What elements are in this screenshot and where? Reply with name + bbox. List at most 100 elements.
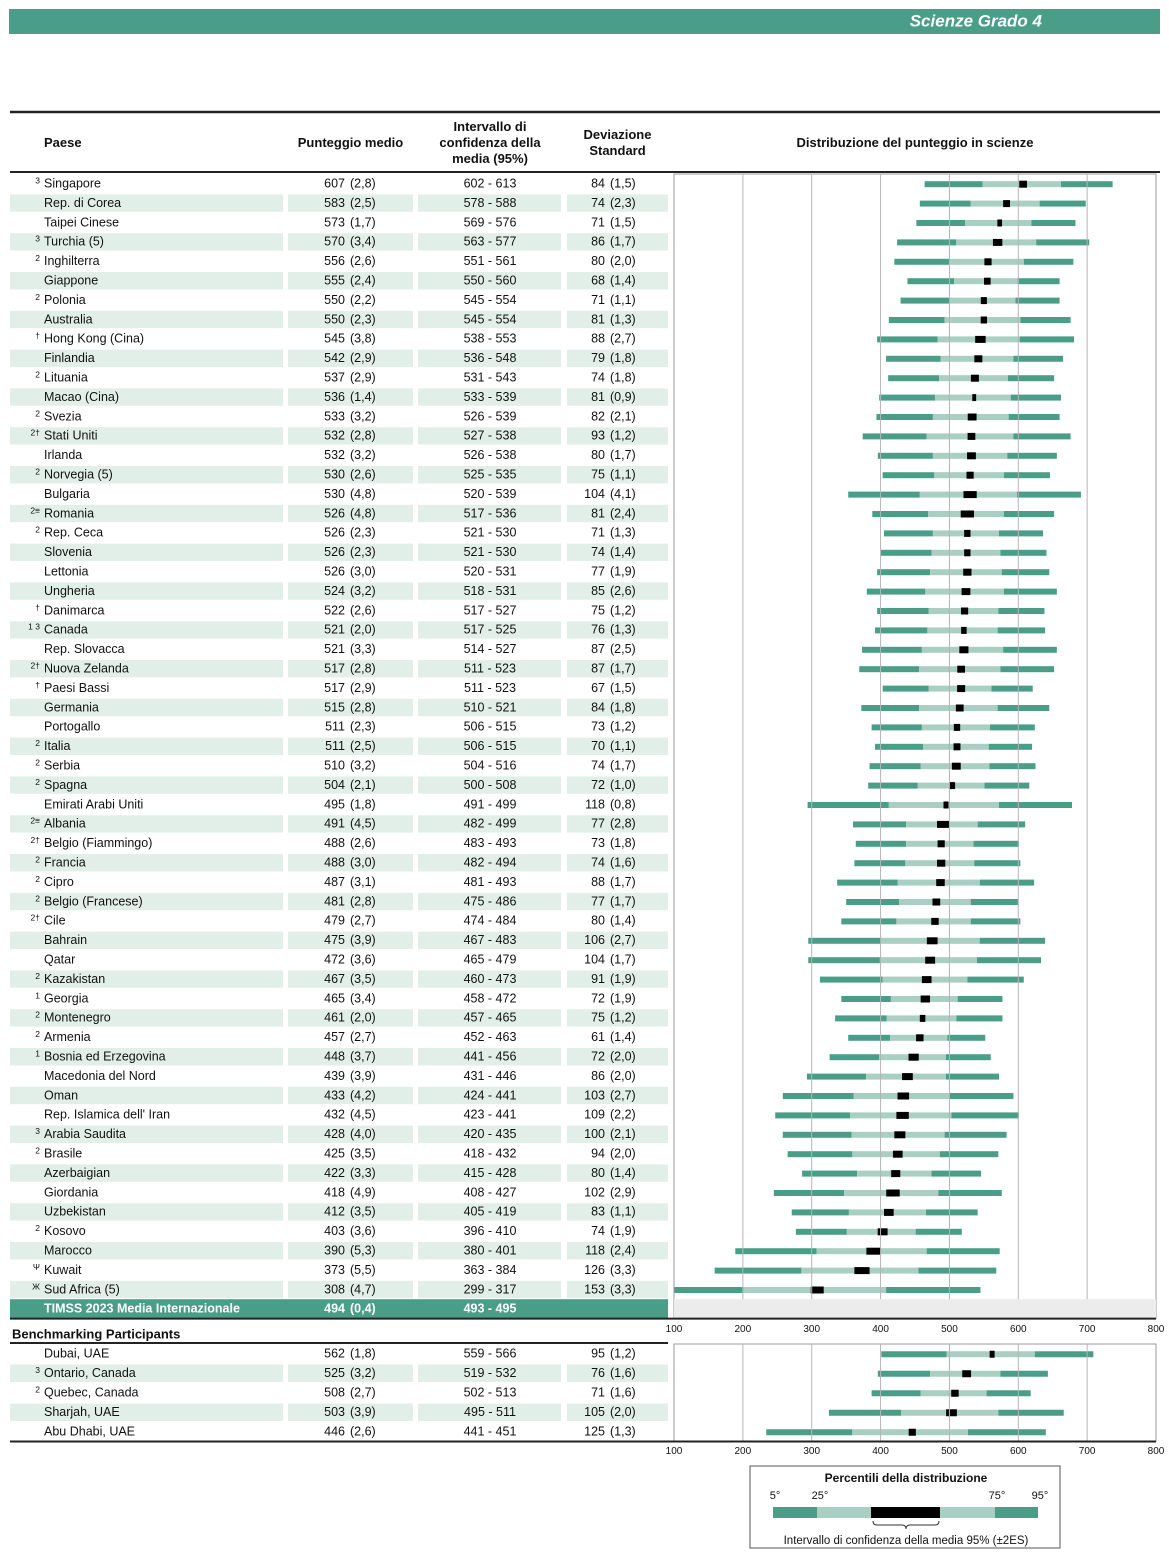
footnote: 2≡ <box>30 816 40 826</box>
country: Singapore <box>44 176 101 190</box>
ci: 533 - 539 <box>464 390 517 404</box>
percentile-bar <box>782 1093 854 1099</box>
row-shade <box>288 1242 413 1260</box>
ci-mark <box>866 1247 881 1255</box>
mean: 491 <box>324 817 345 831</box>
legend-swatch <box>940 1507 995 1518</box>
ci-mark <box>953 743 961 751</box>
ci-mark <box>877 1228 888 1236</box>
country: Bahrain <box>44 933 87 947</box>
percentile-bar <box>1007 452 1057 459</box>
sd: 75 <box>591 1011 605 1025</box>
row-shade <box>10 1364 283 1382</box>
percentile-bar <box>915 1228 962 1235</box>
footnote: 2 <box>35 854 40 864</box>
percentile-bar <box>674 1287 744 1293</box>
ci-mark <box>975 335 986 343</box>
sd: 74 <box>591 196 605 210</box>
ci-mark <box>957 685 966 693</box>
sd: 85 <box>591 584 605 598</box>
ci: 491 - 499 <box>464 797 517 811</box>
footnote: 2† <box>31 913 41 923</box>
percentile-bar <box>1010 394 1061 401</box>
mean-se: (2,9) <box>350 351 376 365</box>
country: Canada <box>44 623 88 637</box>
mean: 432 <box>324 1108 345 1122</box>
percentile-bar <box>882 685 929 692</box>
ci: 520 - 531 <box>464 564 517 578</box>
intl-row <box>10 1299 668 1319</box>
row-shade <box>10 466 283 484</box>
footnote: 2 <box>35 292 40 302</box>
mean: 461 <box>324 1011 345 1025</box>
ci-mark <box>932 898 941 906</box>
sd: 77 <box>591 817 605 831</box>
row-shade <box>10 427 283 445</box>
sd-se: (2,0) <box>610 254 636 268</box>
sd: 71 <box>591 215 605 229</box>
row-shade <box>418 892 561 911</box>
sd: 109 <box>584 1108 605 1122</box>
row-shade <box>418 310 561 329</box>
row-shade <box>418 698 561 717</box>
mean: 439 <box>324 1069 345 1083</box>
ci-mark <box>854 1267 870 1275</box>
ci-mark <box>992 238 1003 246</box>
sd: 81 <box>591 312 605 326</box>
percentile-bar <box>714 1267 802 1274</box>
sd-se: (2,0) <box>610 1405 636 1419</box>
percentile-bar <box>884 530 933 537</box>
row-shade <box>288 427 413 445</box>
row-shade <box>418 1048 561 1066</box>
country: Rep. Ceca <box>44 526 103 540</box>
row-shade <box>10 1242 283 1260</box>
ci: 363 - 384 <box>464 1263 517 1277</box>
mean-se: (1,4) <box>350 390 376 404</box>
ci-mark <box>974 355 983 363</box>
percentile-bar <box>869 763 921 770</box>
country: Francia <box>44 855 86 869</box>
ci-mark <box>902 1073 913 1081</box>
ci: 380 - 401 <box>464 1243 517 1257</box>
percentile-bar <box>735 1248 817 1255</box>
footnote: 2 <box>35 757 40 767</box>
sd-se: (1,3) <box>610 526 636 540</box>
sd-se: (1,3) <box>610 623 636 637</box>
sd-se: (3,3) <box>610 1263 636 1277</box>
mean: 526 <box>324 526 345 540</box>
intl-se: (0,4) <box>350 1302 376 1316</box>
sd: 74 <box>591 545 605 559</box>
country: Bosnia ed Erzegovina <box>44 1049 166 1063</box>
row-shade <box>567 660 668 678</box>
row-shade <box>418 427 561 445</box>
percentile-bar <box>806 1073 867 1080</box>
sd-se: (1,5) <box>610 681 636 695</box>
sd: 106 <box>584 933 605 947</box>
percentile-bar <box>1023 258 1074 265</box>
percentile-bar <box>848 491 920 498</box>
percentile-bar <box>837 879 898 886</box>
mean: 517 <box>324 661 345 675</box>
footnote: 2 <box>35 466 40 476</box>
row-shade <box>418 1403 561 1421</box>
sd-se: (1,1) <box>610 293 636 307</box>
sd: 79 <box>591 351 605 365</box>
country: Bulgaria <box>44 487 90 501</box>
mean: 555 <box>324 273 345 287</box>
country: Cipro <box>44 875 74 889</box>
percentile-bar <box>861 646 922 653</box>
percentile-bar <box>900 297 950 304</box>
ci-mark <box>919 1014 926 1022</box>
ci-mark <box>946 1409 957 1417</box>
mean-se: (3,2) <box>350 409 376 423</box>
mean: 488 <box>324 855 345 869</box>
country: Paesi Bassi <box>44 681 109 695</box>
mean-se: (2,3) <box>350 545 376 559</box>
sd-se: (2,1) <box>610 409 636 423</box>
ci: 526 - 539 <box>464 409 517 423</box>
ci-mark <box>963 568 972 576</box>
ci: 520 - 539 <box>464 487 517 501</box>
percentile-bar <box>791 1209 849 1216</box>
x-tick-label: 600 <box>1010 1324 1027 1335</box>
